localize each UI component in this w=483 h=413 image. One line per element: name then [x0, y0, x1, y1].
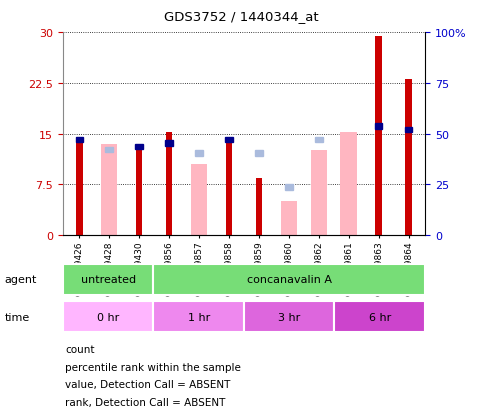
- Bar: [315, 138, 323, 143]
- Bar: [281, 202, 297, 235]
- Text: time: time: [5, 312, 30, 322]
- Bar: [154, 301, 244, 332]
- Bar: [341, 133, 357, 235]
- Text: concanavalin A: concanavalin A: [247, 275, 332, 285]
- Bar: [166, 133, 172, 235]
- Bar: [191, 165, 207, 235]
- Bar: [101, 145, 117, 235]
- Bar: [375, 124, 383, 130]
- Bar: [76, 138, 83, 235]
- Bar: [244, 301, 334, 332]
- Bar: [75, 138, 83, 143]
- Bar: [195, 151, 203, 157]
- Bar: [154, 264, 425, 295]
- Text: agent: agent: [5, 275, 37, 285]
- Bar: [405, 80, 412, 235]
- Bar: [285, 185, 293, 190]
- Text: percentile rank within the sample: percentile rank within the sample: [65, 362, 241, 372]
- Bar: [405, 128, 412, 133]
- Bar: [311, 151, 327, 235]
- Bar: [63, 264, 154, 295]
- Bar: [136, 148, 142, 235]
- Bar: [375, 36, 382, 235]
- Bar: [256, 178, 262, 235]
- Text: untreated: untreated: [81, 275, 136, 285]
- Text: 1 hr: 1 hr: [187, 312, 210, 322]
- Bar: [135, 145, 143, 150]
- Text: 3 hr: 3 hr: [278, 312, 300, 322]
- Bar: [225, 138, 233, 143]
- Text: 0 hr: 0 hr: [97, 312, 119, 322]
- Text: 6 hr: 6 hr: [369, 312, 391, 322]
- Text: rank, Detection Call = ABSENT: rank, Detection Call = ABSENT: [65, 397, 226, 407]
- Bar: [335, 301, 425, 332]
- Bar: [105, 148, 113, 153]
- Bar: [226, 140, 232, 235]
- Bar: [165, 141, 173, 146]
- Text: GDS3752 / 1440344_at: GDS3752 / 1440344_at: [164, 10, 319, 23]
- Bar: [63, 301, 154, 332]
- Bar: [255, 151, 263, 157]
- Text: count: count: [65, 344, 95, 354]
- Text: value, Detection Call = ABSENT: value, Detection Call = ABSENT: [65, 380, 230, 389]
